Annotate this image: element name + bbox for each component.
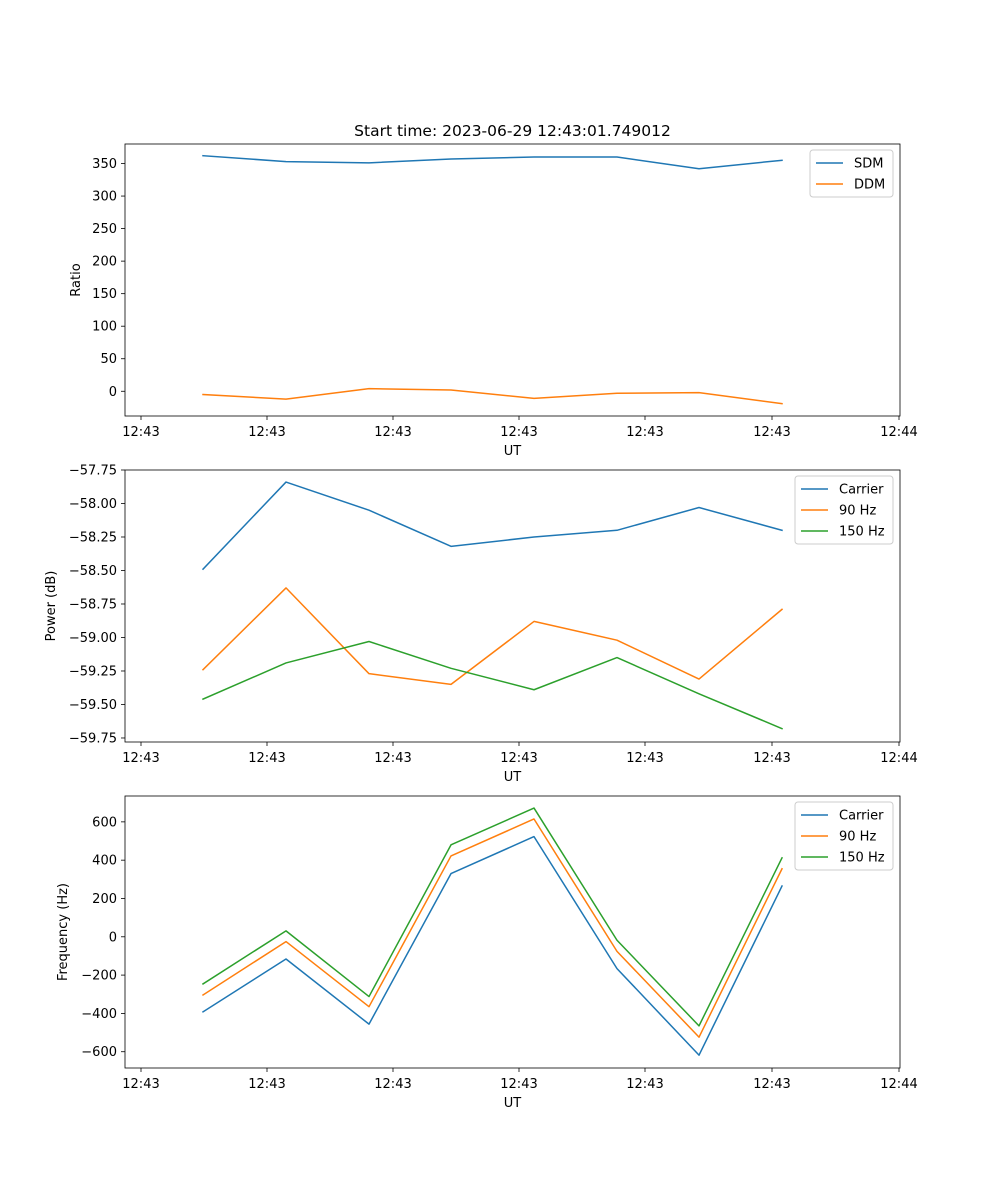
y-tick-label: −59.00	[69, 631, 117, 646]
y-tick-label: 200	[92, 255, 117, 270]
x-tick-label: 12:43	[374, 751, 411, 766]
y-axis-label: Frequency (Hz)	[56, 883, 71, 981]
y-tick-label: 250	[92, 222, 117, 237]
legend-entry-label: SDM	[854, 157, 883, 172]
y-tick-label: 100	[92, 320, 117, 335]
x-tick-label: 12:43	[500, 1077, 537, 1092]
y-tick-label: 400	[92, 854, 117, 869]
series-line-90-hz	[201, 587, 784, 686]
x-tick-label: 12:43	[374, 1077, 411, 1092]
series-line-carrier	[201, 835, 784, 1056]
y-tick-label: 150	[92, 287, 117, 302]
plot-area-frame	[124, 795, 901, 1069]
legend-entry-label: 150 Hz	[839, 851, 885, 866]
y-tick-label: 350	[92, 157, 117, 172]
series-line-150-hz	[202, 640, 783, 730]
x-tick-label: 12:43	[122, 751, 159, 766]
y-axis-label: Ratio	[69, 263, 84, 296]
legend: Carrier 90 Hz 150 Hz	[794, 475, 894, 545]
legend-entry-label: Carrier	[839, 483, 884, 498]
legend-frame	[794, 801, 894, 871]
x-axis-label: UT	[504, 1096, 522, 1111]
legend-entry-label: 90 Hz	[839, 830, 876, 845]
legend-frame	[809, 149, 894, 198]
series-line-ddm	[202, 387, 783, 405]
x-tick-label: 12:43	[626, 1077, 663, 1092]
series-line-sdm	[202, 154, 783, 170]
y-tick-label: −58.00	[69, 497, 117, 512]
y-tick-label: −57.75	[69, 464, 117, 479]
legend: Carrier 90 Hz 150 Hz	[794, 801, 894, 871]
y-tick-label: −200	[81, 969, 117, 984]
y-tick-label: 0	[109, 385, 117, 400]
x-tick-label: 12:43	[248, 1077, 285, 1092]
legend-entry-label: Carrier	[839, 809, 884, 824]
x-tick-label: 12:43	[248, 425, 285, 440]
y-tick-label: −59.75	[69, 731, 117, 746]
x-axis-label: UT	[504, 444, 522, 459]
legend-frame	[794, 475, 894, 545]
chart-panel-1: 12:43 12:43 12:43 12:43 12:43 12:43 12:44 0 50 10…	[69, 122, 918, 459]
x-tick-label: 12:43	[500, 425, 537, 440]
y-axis-label: Power (dB)	[44, 571, 59, 642]
series-line-carrier	[201, 481, 783, 571]
y-tick-label: −59.50	[69, 698, 117, 713]
legend: SDM DDM	[809, 149, 894, 198]
y-tick-label: 200	[92, 892, 117, 907]
series-line-90-hz	[201, 818, 784, 1038]
series-line-150-hz	[201, 807, 784, 1027]
legend-entry-label: 150 Hz	[839, 525, 885, 540]
legend-entry-label: 90 Hz	[839, 504, 876, 519]
x-tick-label: 12:44	[880, 751, 917, 766]
y-tick-label: −400	[81, 1007, 117, 1022]
x-tick-label: 12:43	[500, 751, 537, 766]
y-tick-label: −58.75	[69, 597, 117, 612]
x-tick-label: 12:44	[880, 1077, 917, 1092]
x-tick-label: 12:43	[753, 425, 790, 440]
plot-area-frame	[124, 469, 901, 743]
legend-entry-label: DDM	[854, 178, 885, 193]
chart-title: Start time: 2023-06-29 12:43:01.749012	[354, 122, 671, 140]
x-axis-label: UT	[504, 770, 522, 785]
y-tick-label: 300	[92, 190, 117, 205]
y-tick-label: −58.25	[69, 530, 117, 545]
x-tick-label: 12:44	[880, 425, 917, 440]
x-tick-label: 12:43	[753, 751, 790, 766]
y-tick-label: −600	[81, 1045, 117, 1060]
x-tick-label: 12:43	[374, 425, 411, 440]
y-tick-label: −59.25	[69, 664, 117, 679]
x-tick-label: 12:43	[753, 1077, 790, 1092]
y-tick-label: 50	[100, 352, 117, 367]
x-tick-label: 12:43	[248, 751, 285, 766]
x-tick-label: 12:43	[626, 751, 663, 766]
x-tick-label: 12:43	[626, 425, 663, 440]
x-tick-label: 12:43	[122, 425, 159, 440]
y-tick-label: −58.50	[69, 564, 117, 579]
chart-panel-2: 12:43 12:43 12:43 12:43 12:43 12:43 12:44 −59.7…	[44, 464, 918, 786]
plot-area-frame	[124, 143, 901, 417]
x-tick-label: 12:43	[122, 1077, 159, 1092]
chart-panel-3: 12:43 12:43 12:43 12:43 12:43 12:43 12:44 −600 −…	[56, 795, 918, 1111]
y-tick-label: 0	[109, 930, 117, 945]
y-tick-label: 600	[92, 815, 117, 830]
